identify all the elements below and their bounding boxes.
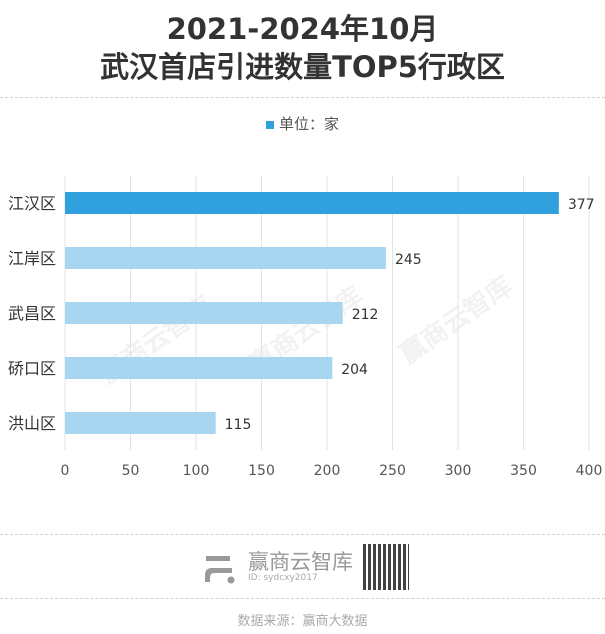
bar bbox=[65, 357, 333, 379]
divider bbox=[0, 97, 605, 98]
data-label: 212 bbox=[352, 307, 379, 323]
y-category-label: 武昌区 bbox=[8, 304, 56, 323]
bar bbox=[65, 247, 386, 269]
data-label: 204 bbox=[341, 362, 368, 378]
bar bbox=[65, 302, 343, 324]
legend-label: 单位：家 bbox=[278, 115, 339, 133]
data-label: 245 bbox=[395, 252, 422, 268]
divider bbox=[0, 534, 605, 535]
x-tick-label: 0 bbox=[61, 463, 70, 479]
x-tick-label: 300 bbox=[445, 463, 472, 479]
x-tick-label: 200 bbox=[314, 463, 341, 479]
chart-title-line1: 2021-2024年10月 bbox=[166, 12, 439, 46]
x-tick-label: 400 bbox=[576, 463, 603, 479]
divider bbox=[0, 598, 605, 599]
x-tick-label: 100 bbox=[183, 463, 210, 479]
y-category-label: 江汉区 bbox=[8, 194, 56, 213]
brand-logo-icon bbox=[204, 556, 235, 584]
bar-chart: 0 50 100 150 200 250 300 350 400 江汉区 377 江岸区 245 武昌区 2… bbox=[8, 176, 603, 479]
y-category-label: 洪山区 bbox=[8, 414, 56, 433]
chart-title-line2: 武汉首店引进数量TOP5行政区 bbox=[100, 50, 505, 84]
data-source: 数据来源：赢商大数据 bbox=[237, 614, 368, 629]
x-tick-label: 150 bbox=[248, 463, 275, 479]
brand-name: 赢商云智库 bbox=[248, 550, 353, 574]
data-label: 377 bbox=[568, 197, 595, 213]
x-tick-label: 250 bbox=[379, 463, 406, 479]
bar bbox=[65, 412, 216, 434]
y-category-label: 硚口区 bbox=[8, 359, 56, 378]
legend-swatch bbox=[265, 120, 274, 129]
brand-block: 赢商云智库 ID: sydcxy2017 bbox=[200, 544, 420, 594]
bar bbox=[65, 192, 559, 214]
x-tick-label: 350 bbox=[510, 463, 537, 479]
legend: 单位：家 bbox=[0, 113, 605, 134]
x-tick-label: 50 bbox=[122, 463, 140, 479]
brand-id: ID: sydcxy2017 bbox=[248, 573, 318, 583]
qr-code bbox=[363, 544, 409, 590]
y-category-label: 江岸区 bbox=[8, 249, 56, 268]
data-label: 115 bbox=[225, 417, 252, 433]
